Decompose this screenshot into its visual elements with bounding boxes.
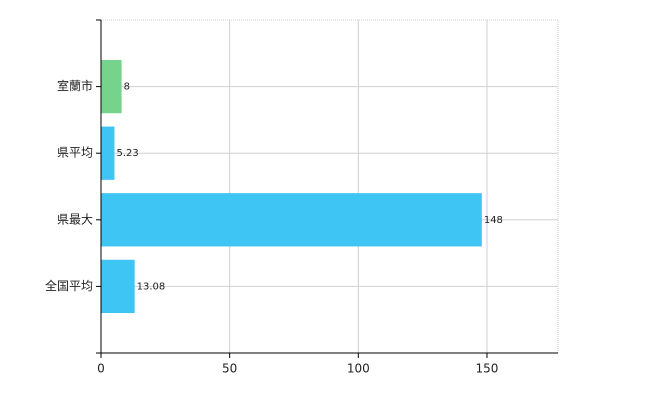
- x-tick-label: 50: [222, 362, 237, 376]
- y-tick-label: 県平均: [57, 146, 93, 160]
- value-label: 8: [124, 82, 130, 93]
- y-tick-label: 県最大: [57, 212, 93, 226]
- value-label: 5.23: [116, 148, 138, 159]
- bar: [101, 193, 482, 247]
- bar: [101, 126, 115, 180]
- bar: [101, 59, 122, 114]
- value-label: 13.08: [137, 281, 166, 292]
- y-tick-label: 全国平均: [45, 278, 93, 293]
- y-tick-label: 室蘭市: [57, 78, 93, 93]
- x-tick-label: 0: [97, 362, 105, 376]
- value-label: 148: [484, 215, 503, 226]
- x-tick-label: 150: [476, 362, 499, 376]
- x-tick-label: 100: [347, 362, 370, 376]
- bar: [101, 259, 135, 314]
